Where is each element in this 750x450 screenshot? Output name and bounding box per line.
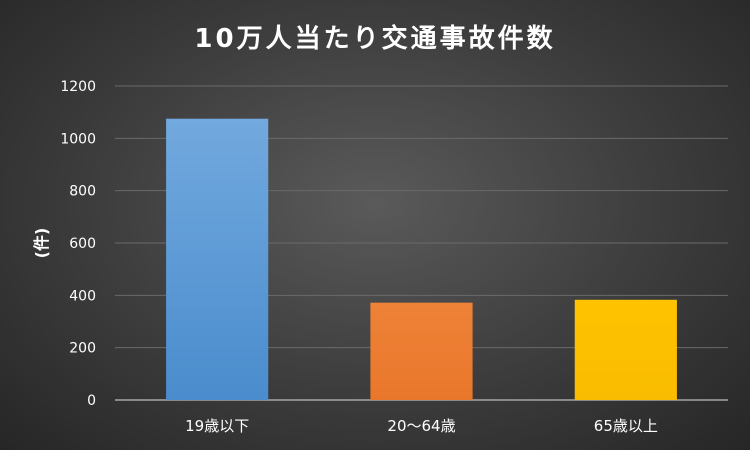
bar-2	[370, 302, 473, 400]
y-tick-label: 1000	[60, 131, 96, 147]
x-tick-label: 65歳以上	[594, 417, 658, 435]
chart-title: 10万人当たり交通事故件数	[194, 24, 556, 54]
y-axis-label: (件)	[32, 228, 51, 259]
bar-3	[574, 299, 677, 400]
x-tick-label: 20～64歳	[387, 417, 455, 435]
bar-1	[166, 118, 269, 400]
y-tick-label: 800	[69, 184, 96, 200]
x-tick-label: 19歳以下	[185, 417, 249, 435]
y-tick-label: 200	[69, 341, 96, 357]
y-tick-label: 600	[69, 236, 96, 252]
y-tick-label: 0	[87, 393, 96, 409]
y-tick-label: 1200	[60, 79, 96, 95]
y-tick-label: 400	[69, 288, 96, 304]
